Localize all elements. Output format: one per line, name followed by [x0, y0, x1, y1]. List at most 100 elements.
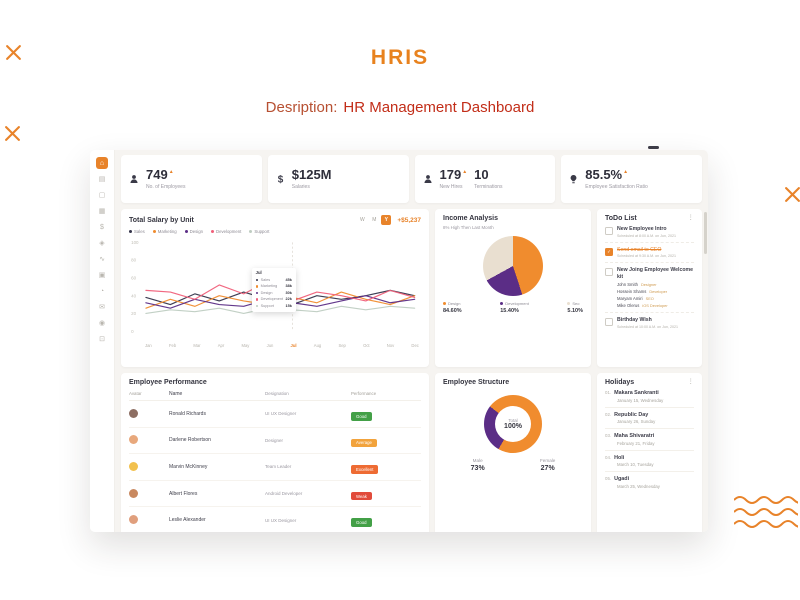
holiday-top: 03. Maha Shivaratri	[605, 433, 694, 439]
sidebar-item-settings[interactable]: ⊡	[96, 333, 108, 345]
todo-person: John Smith Designer	[617, 282, 694, 287]
sidebar: ⌂ ▤ ▢ ▦ $ ◈ ∿ ▣ ◔ ✉ ◉ ⊡	[90, 150, 115, 532]
pie-legend-label: Development	[505, 301, 529, 306]
x-label-nov: Nov	[386, 342, 395, 348]
sidebar-item-analytics[interactable]: ∿	[96, 253, 108, 265]
sidebar-item-history[interactable]: ◔	[96, 285, 108, 297]
holiday-date: February 21, Friday	[617, 440, 655, 446]
x-label-jun: Jun	[266, 342, 274, 348]
todo-meta: Scheduled at 9:30 A.M. on Jun, 2021	[617, 254, 676, 259]
todo-title: ToDo List	[605, 215, 637, 222]
checkbox-checked-icon[interactable]: ✓	[605, 247, 613, 256]
list-item: 03. Maha Shivaratri February 21, Friday	[605, 429, 694, 451]
gender-value: 27%	[540, 464, 555, 472]
sidebar-item-messages[interactable]: ✉	[96, 301, 108, 313]
todo-meta: Scheduled at 8:00 A.M. on Jun, 2021	[617, 233, 676, 238]
income-title: Income Analysis	[443, 215, 498, 222]
range-button-m[interactable]: M	[372, 217, 377, 223]
stat-block: 10 Terminations	[474, 168, 502, 190]
holidays-menu-icon[interactable]: ⋮	[687, 378, 695, 386]
legend-sales: Sales	[129, 229, 145, 234]
employee-designation: Android Developer	[265, 491, 303, 497]
todo-body: Birthday Wish Scheduled at 10:00 A.M. on …	[617, 317, 678, 329]
dash-decoration	[648, 146, 659, 149]
holiday-top: 01. Makara Sankranti	[605, 390, 694, 396]
structure-donut-wrap: Total 100%	[484, 395, 542, 453]
donut-center-label: Total	[508, 418, 518, 423]
holiday-top: 02. Republic Day	[605, 412, 694, 418]
holiday-name: Ugadi	[614, 476, 630, 482]
legend-development: Development	[211, 229, 241, 234]
trend-up-icon: ▲	[168, 169, 174, 175]
employee-name: Ronald Richards	[169, 410, 206, 417]
range-button-w[interactable]: W	[359, 217, 365, 223]
tooltip-row: Marketing 38k	[255, 283, 292, 289]
performance-badge: Average	[351, 438, 377, 448]
holiday-name: Makara Sankranti	[614, 390, 659, 396]
settings-icon: ⊡	[99, 336, 105, 343]
income-analysis-card: Income Analysis 8% High Then Last Month …	[435, 209, 591, 367]
todo-text: Send email to CEO	[617, 246, 662, 253]
calendar-icon: ▦	[98, 208, 106, 215]
performance-table: Ronald Richards UI UX Designer Good Darlene…	[129, 401, 421, 532]
legend-dot	[211, 230, 215, 233]
income-pie-legend: Design 84.60% Development 15.40% Seo 5.10%	[443, 301, 583, 314]
tooltip-dot	[255, 304, 259, 308]
checkbox-icon[interactable]	[605, 317, 613, 326]
tooltip-header: Jul	[255, 270, 262, 276]
range-button-y[interactable]: Y	[381, 215, 392, 225]
stat-card-2: 179 ▲ New Hires 10 Terminations	[414, 155, 556, 203]
stat-card-0: 749 ▲ No. of Employees	[121, 155, 262, 203]
legend-marketing: Marketing	[152, 229, 177, 234]
todo-item-2[interactable]: New Joing Employee Welcome kit John Smith…	[605, 263, 694, 313]
todo-body: New Joing Employee Welcome kit John Smith…	[617, 267, 694, 307]
todo-list: New Employee Intro Scheduled at 8:00 A.M.…	[605, 222, 694, 333]
sidebar-item-profile[interactable]: ◉	[96, 317, 108, 329]
x-label-sep: Sep	[338, 342, 346, 348]
table-row: Leslie Alexander UI UX Designer Good	[129, 507, 421, 532]
performance-cell: Excellent	[351, 458, 421, 476]
svg-text:80: 80	[131, 258, 136, 263]
stat-block: 85.5% ▲ Employee Satisfaction Ratio	[585, 168, 648, 190]
todo-person: Hossein Shams Developer	[617, 289, 694, 294]
sidebar-item-home[interactable]: ⌂	[96, 157, 108, 169]
structure-title: Employee Structure	[443, 379, 510, 386]
list-item: 02. Republic Day January 26, Sunday	[605, 408, 694, 429]
gender-label: Female	[540, 458, 556, 463]
x-label-oct: Oct	[363, 342, 370, 348]
stat-value-row: $125M	[292, 168, 332, 181]
stat-value-row: 10	[474, 168, 502, 181]
checkbox-icon[interactable]	[605, 227, 613, 235]
trend-up-icon: ▲	[462, 169, 468, 175]
holiday-name: Maha Shivaratri	[614, 433, 655, 439]
pie-legend-development: Development 15.40%	[500, 301, 529, 314]
legend-dot	[129, 230, 132, 233]
sidebar-item-org-chart[interactable]: ◈	[96, 237, 108, 249]
stat-value: 179	[439, 167, 462, 182]
stat-label: New Hires	[439, 184, 463, 190]
todo-text: New Employee Intro	[617, 226, 667, 232]
todo-item-3[interactable]: Birthday Wish Scheduled at 10:00 A.M. on …	[605, 313, 694, 333]
todo-item-0[interactable]: New Employee Intro Scheduled at 8:00 A.M.…	[605, 222, 694, 243]
employee-designation: UI UX Designer	[265, 411, 297, 417]
dashboard-scrollbar[interactable]	[704, 212, 707, 254]
sidebar-item-calendar[interactable]: ▦	[96, 205, 108, 217]
todo-menu-icon[interactable]: ⋮	[687, 214, 695, 222]
todo-text: New Joing Employee Welcome kit	[617, 267, 694, 280]
employee-designation: UI UX Designer	[265, 517, 297, 523]
employee-name: Albert Flores	[169, 490, 198, 497]
sidebar-item-payroll[interactable]: $	[96, 221, 108, 233]
sidebar-item-documents[interactable]: ▢	[96, 189, 108, 201]
stat-value: $125M	[291, 167, 332, 182]
sidebar-item-reports[interactable]: ▤	[96, 173, 108, 185]
todo-item-1[interactable]: ✓ Send email to CEO Scheduled at 9:30 A.M.…	[605, 243, 694, 264]
x-label-apr: Apr	[217, 342, 225, 348]
employee-designation: Designer	[265, 437, 284, 443]
employee-name: Darlene Robertson	[169, 437, 211, 444]
page-title: HRIS	[370, 46, 430, 69]
checkbox-icon[interactable]	[605, 268, 613, 277]
structure-header: Employee Structure	[443, 379, 583, 386]
todo-list-card: ToDo List ⋮ New Employee Intro Scheduled …	[597, 209, 702, 367]
sidebar-item-inventory[interactable]: ▣	[96, 269, 108, 281]
pie-legend-design: Design 84.60%	[443, 301, 462, 314]
